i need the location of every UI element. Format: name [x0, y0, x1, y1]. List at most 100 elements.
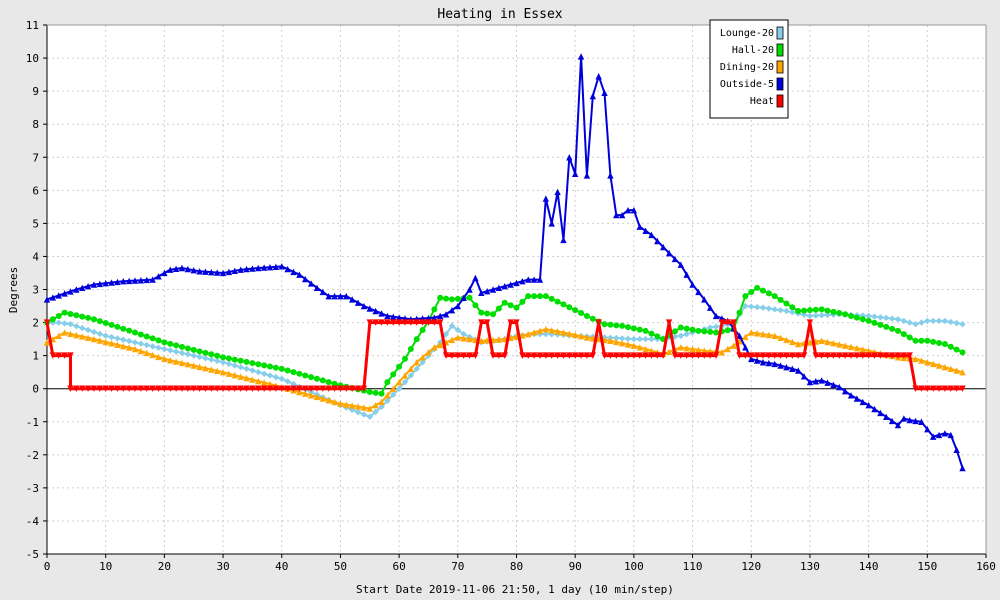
x-tick-label: 30	[216, 560, 229, 573]
data-point-outside-5	[331, 292, 338, 300]
data-point-heat	[61, 352, 68, 359]
data-point-heat	[847, 352, 855, 359]
data-point-heat	[753, 352, 761, 359]
data-point-heat	[953, 385, 960, 392]
data-point-heat	[706, 352, 714, 359]
data-point-heat	[748, 352, 755, 359]
data-point-heat	[425, 319, 432, 326]
data-point-dining-20	[448, 336, 456, 344]
data-point-dining-20	[337, 400, 344, 407]
data-point-dining-20	[348, 402, 356, 409]
data-point-dining-20	[260, 379, 268, 386]
data-point-lounge-20	[390, 391, 397, 398]
data-point-dining-20	[61, 329, 68, 336]
data-point-dining-20	[947, 365, 954, 373]
data-point-outside-5	[812, 378, 820, 385]
data-point-hall-20	[114, 323, 121, 330]
data-point-dining-20	[683, 344, 690, 352]
data-point-hall-20	[953, 346, 960, 353]
data-point-outside-5	[325, 292, 332, 300]
data-point-outside-5	[178, 264, 186, 272]
data-point-heat	[255, 385, 262, 392]
data-point-hall-20	[155, 337, 162, 344]
data-point-outside-5	[208, 268, 215, 276]
chart-title: Heating in Essex	[437, 7, 562, 22]
data-point-outside-5	[49, 294, 57, 301]
series-line-outside-5	[46, 56, 964, 469]
series-outside-5	[43, 53, 966, 472]
data-point-lounge-20	[255, 368, 262, 376]
data-point-hall-20	[413, 336, 420, 343]
data-point-lounge-20	[935, 317, 943, 325]
data-point-heat	[947, 385, 954, 392]
data-point-heat	[636, 352, 643, 359]
data-point-heat	[213, 385, 221, 392]
data-point-hall-20	[331, 380, 338, 387]
data-point-lounge-20	[771, 306, 778, 313]
data-point-heat	[266, 385, 274, 392]
data-point-outside-5	[536, 276, 544, 283]
legend: Lounge-20 Hall-20 Dining-20 Outside-5 Heat	[709, 19, 789, 119]
data-point-lounge-20	[630, 335, 638, 343]
data-point-heat	[395, 319, 403, 326]
data-point-lounge-20	[648, 335, 655, 343]
data-point-hall-20	[267, 363, 274, 370]
data-point-lounge-20	[161, 345, 168, 353]
data-point-dining-20	[84, 334, 92, 341]
data-point-outside-5	[202, 268, 209, 275]
data-point-dining-20	[748, 329, 755, 336]
data-point-heat	[560, 352, 567, 359]
data-point-lounge-20	[877, 314, 884, 321]
data-point-heat	[43, 319, 51, 326]
data-point-hall-20	[689, 326, 696, 333]
data-point-dining-20	[571, 331, 579, 339]
data-point-hall-20	[431, 306, 438, 313]
data-point-hall-20	[548, 295, 555, 302]
data-point-hall-20	[912, 337, 919, 344]
data-point-dining-20	[437, 341, 444, 349]
data-point-dining-20	[90, 335, 98, 343]
data-point-dining-20	[718, 349, 726, 356]
data-point-outside-5	[748, 355, 755, 363]
data-point-heat	[888, 352, 896, 359]
data-point-dining-20	[167, 357, 174, 364]
data-point-heat	[566, 352, 573, 359]
data-point-outside-5	[125, 277, 133, 285]
data-point-heat	[877, 352, 884, 359]
data-point-lounge-20	[912, 321, 919, 328]
data-point-dining-20	[178, 359, 186, 367]
data-point-dining-20	[307, 392, 315, 399]
x-tick-label: 10	[99, 560, 112, 573]
data-point-heat	[495, 352, 503, 359]
legend-swatch-outside-5	[776, 77, 784, 91]
x-tick-label: 90	[569, 560, 582, 573]
data-point-heat	[795, 352, 802, 359]
data-point-lounge-20	[783, 307, 790, 315]
data-point-hall-20	[61, 309, 68, 316]
data-point-hall-20	[842, 311, 849, 318]
y-tick-label: -5	[26, 548, 39, 561]
data-point-lounge-20	[865, 312, 872, 320]
data-point-dining-20	[865, 347, 872, 354]
data-point-hall-20	[225, 355, 232, 362]
data-point-heat	[530, 352, 538, 359]
x-tick-label: 100	[624, 560, 644, 573]
data-point-outside-5	[929, 433, 937, 440]
data-point-outside-5	[290, 268, 297, 276]
data-point-lounge-20	[918, 319, 925, 326]
data-point-dining-20	[419, 354, 426, 361]
x-tick-label: 120	[741, 560, 761, 573]
data-point-heat	[237, 385, 244, 392]
data-point-hall-20	[208, 351, 215, 358]
data-point-outside-5	[478, 289, 485, 297]
legend-swatch-heat	[776, 94, 784, 108]
data-point-lounge-20	[947, 318, 954, 326]
data-point-heat	[172, 385, 180, 392]
data-point-heat	[548, 352, 555, 359]
data-point-heat	[67, 385, 74, 392]
data-point-outside-5	[114, 278, 121, 286]
data-point-outside-5	[73, 286, 80, 293]
data-point-lounge-20	[806, 312, 814, 320]
data-point-lounge-20	[642, 335, 649, 343]
data-point-lounge-20	[61, 320, 68, 327]
